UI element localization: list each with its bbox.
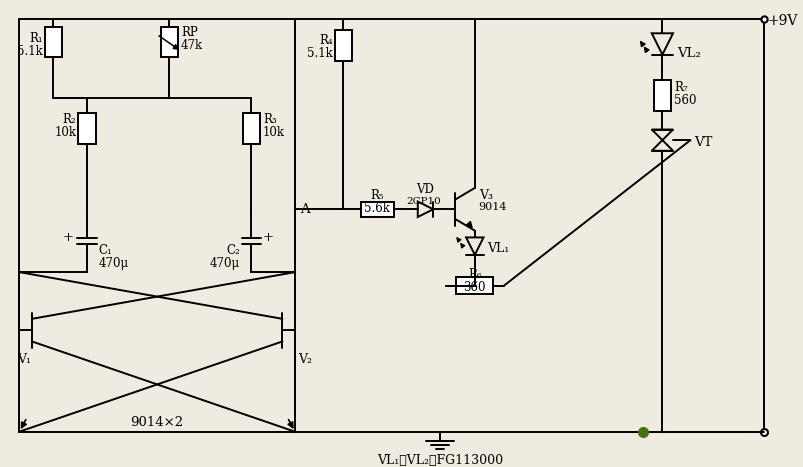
Text: +9V: +9V (767, 14, 797, 28)
Text: R₃: R₃ (263, 113, 276, 126)
Text: 10k: 10k (55, 127, 76, 139)
Text: VD: VD (416, 184, 434, 197)
Bar (361, 202, 393, 217)
Text: C₂: C₂ (226, 244, 239, 257)
Bar (78, 113, 96, 143)
Text: 470μ: 470μ (210, 257, 239, 270)
Text: R₄: R₄ (319, 34, 332, 47)
Text: 5.1k: 5.1k (17, 45, 43, 58)
Text: 10k: 10k (263, 127, 285, 139)
Text: 5.1k: 5.1k (307, 47, 332, 60)
Bar (44, 27, 62, 57)
Bar (161, 27, 177, 57)
Text: VT: VT (694, 135, 711, 149)
Text: R₂: R₂ (63, 113, 76, 126)
Text: 5.6k: 5.6k (364, 202, 389, 215)
Text: R₇: R₇ (673, 81, 687, 94)
Text: V₂: V₂ (297, 353, 312, 366)
Bar (334, 30, 352, 61)
Text: R₁: R₁ (29, 32, 43, 45)
Text: +: + (263, 231, 274, 244)
Text: VL₂: VL₂ (676, 47, 700, 60)
Text: 360: 360 (463, 281, 486, 294)
Text: 9014×2: 9014×2 (130, 416, 183, 429)
Text: V₁: V₁ (18, 353, 31, 366)
Text: VL₁: VL₁ (487, 241, 509, 255)
Bar (653, 80, 671, 111)
Bar (243, 113, 260, 143)
Text: 560: 560 (673, 94, 695, 107)
Text: 2CP10: 2CP10 (406, 197, 440, 206)
Text: C₁: C₁ (99, 244, 112, 257)
Text: +: + (63, 231, 73, 244)
Text: VL₁、VL₂：FG113000: VL₁、VL₂：FG113000 (377, 454, 503, 467)
Text: R₅: R₅ (370, 189, 383, 202)
Text: R₆: R₆ (467, 268, 481, 281)
Text: 9014: 9014 (478, 202, 507, 212)
Text: V₃: V₃ (478, 189, 492, 202)
Text: A: A (300, 203, 309, 216)
Text: 470μ: 470μ (99, 257, 128, 270)
Text: RP: RP (181, 26, 198, 39)
Bar (456, 277, 492, 295)
Text: 47k: 47k (181, 39, 202, 52)
